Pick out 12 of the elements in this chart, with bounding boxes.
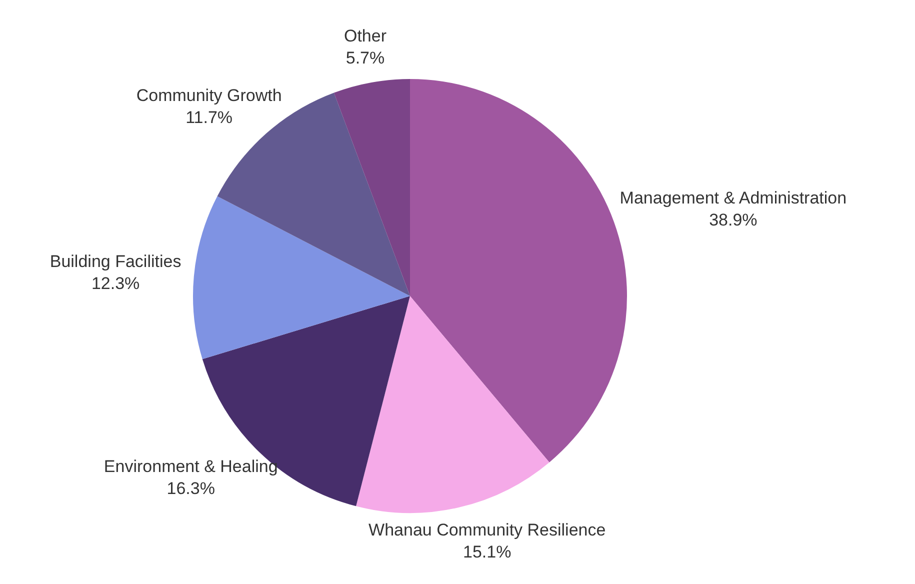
slice-label: Environment & Healing [104, 456, 278, 476]
data-label: 16.3% [166, 478, 215, 498]
slice-label: Other [344, 26, 387, 46]
slice-label: Building Facilities [50, 252, 182, 271]
data-label: 15.1% [463, 542, 512, 562]
slice-label: Management & Administration [620, 188, 847, 208]
data-label: 5.7% [346, 48, 385, 68]
data-label: 11.7% [186, 108, 233, 128]
data-label: 12.3% [91, 274, 140, 293]
data-label: 38.9% [709, 210, 758, 230]
slice-label: Whanau Community Resilience [368, 520, 606, 540]
slice-label: Community Growth [136, 86, 282, 106]
